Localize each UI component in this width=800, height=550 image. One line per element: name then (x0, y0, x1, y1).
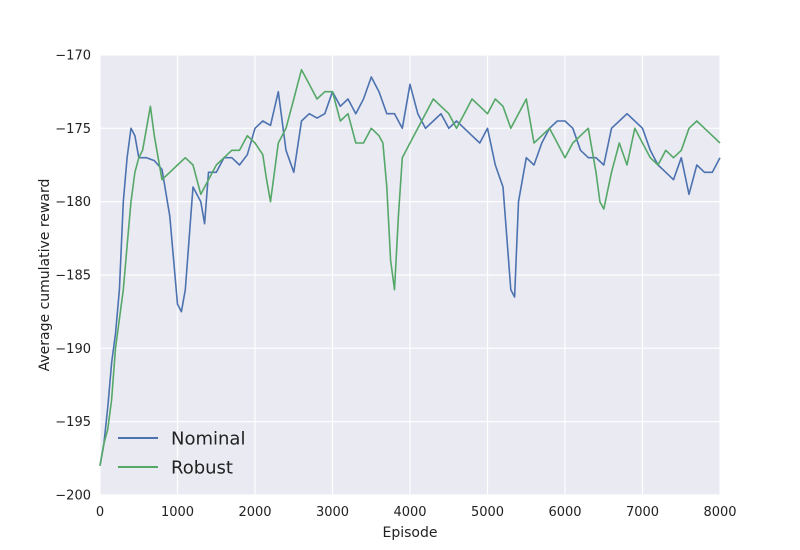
series-line-nominal (99, 76, 721, 466)
legend-label-nominal: Nominal (171, 429, 245, 450)
y-tick-label: −170 (55, 49, 91, 64)
x-axis-ticks: 0 1000 2000 3000 4000 5000 6000 7000 8000 (96, 505, 737, 520)
x-tick-label: 6000 (548, 505, 581, 520)
series-line-robust (99, 68, 721, 466)
legend-label-robust: Robust (171, 458, 233, 479)
x-tick-label: 5000 (471, 505, 504, 520)
x-tick-label: 7000 (626, 505, 659, 520)
x-axis-label: Episode (383, 525, 438, 541)
legend: Nominal Robust (118, 429, 245, 479)
y-tick-label: −185 (55, 269, 91, 284)
x-tick-label: 2000 (238, 505, 271, 520)
y-tick-label: −190 (55, 342, 91, 357)
y-axis-ticks: −200 −195 −190 −185 −180 −175 −170 (55, 49, 91, 504)
y-tick-label: −175 (55, 122, 91, 137)
x-tick-label: 3000 (316, 505, 349, 520)
x-tick-label: 8000 (703, 505, 736, 520)
x-tick-label: 0 (96, 505, 104, 520)
series-lines (99, 68, 721, 466)
x-tick-label: 4000 (393, 505, 426, 520)
y-tick-label: −180 (55, 195, 91, 210)
x-tick-label: 1000 (161, 505, 194, 520)
y-tick-label: −195 (55, 415, 91, 430)
y-axis-label: Average cumulative reward (37, 179, 53, 372)
y-tick-label: −200 (55, 489, 91, 504)
